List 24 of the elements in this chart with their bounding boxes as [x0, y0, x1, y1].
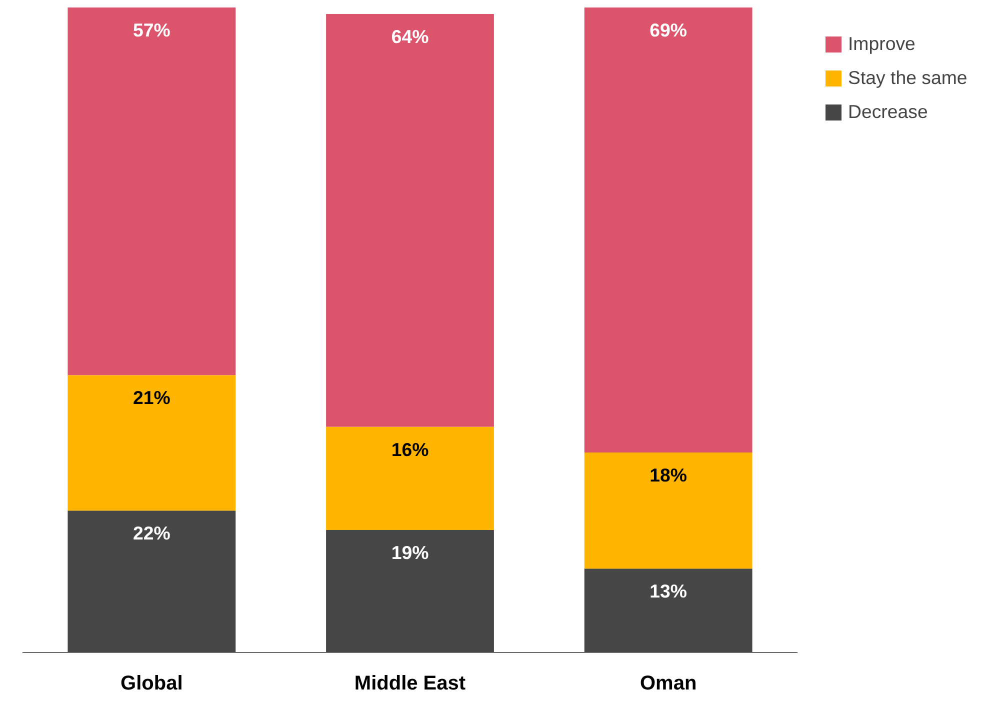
data-label: 22% — [132, 522, 171, 544]
data-label: 13% — [650, 580, 688, 602]
x-tick-label: Oman — [640, 672, 697, 694]
legend-label: Stay the same — [848, 67, 968, 89]
bar — [584, 568, 752, 652]
bar — [326, 14, 494, 427]
bar — [68, 8, 236, 376]
x-tick-label: Middle East — [354, 672, 466, 694]
legend-label: Improve — [848, 33, 916, 55]
data-label: 57% — [132, 20, 171, 40]
bar — [584, 8, 752, 453]
bar — [584, 452, 752, 569]
data-label: 16% — [391, 438, 430, 460]
bar — [326, 530, 494, 652]
legend-label: Decrease — [848, 101, 928, 123]
data-label: 19% — [391, 542, 430, 563]
data-label: 64% — [391, 26, 430, 47]
data-label: 69% — [650, 20, 688, 40]
bar — [68, 375, 236, 511]
data-label: 18% — [650, 464, 688, 486]
bar — [326, 426, 494, 530]
x-tick-label: Global — [120, 672, 183, 694]
bar — [68, 510, 236, 652]
data-label: 21% — [132, 387, 171, 408]
